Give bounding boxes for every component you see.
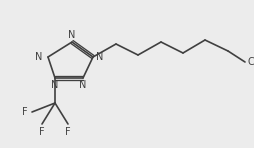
Text: N: N: [79, 80, 86, 90]
Text: F: F: [65, 127, 71, 137]
Text: N: N: [96, 52, 103, 62]
Text: N: N: [35, 52, 42, 62]
Text: CH₃: CH₃: [247, 57, 254, 67]
Text: F: F: [39, 127, 45, 137]
Text: N: N: [51, 80, 58, 90]
Text: F: F: [22, 107, 28, 117]
Text: N: N: [68, 30, 75, 40]
